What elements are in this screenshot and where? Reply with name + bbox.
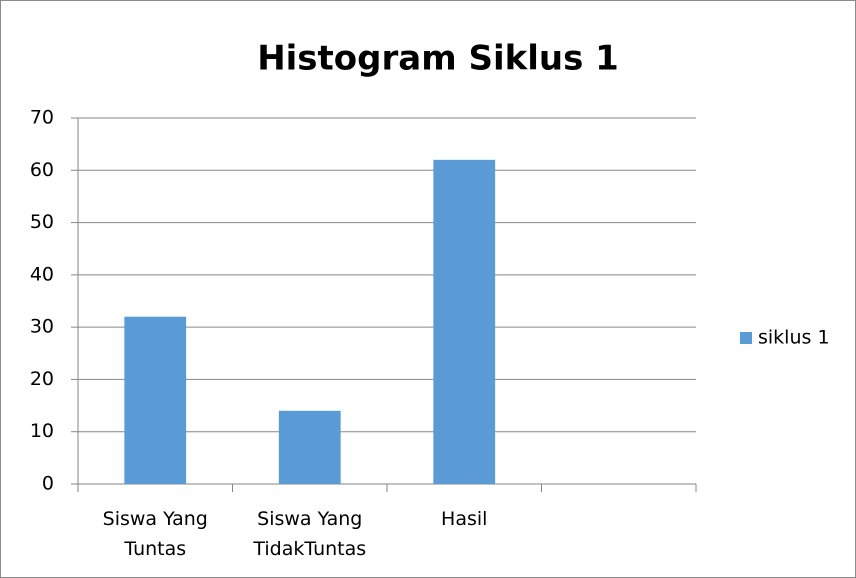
y-tick-label: 20 [30, 368, 54, 390]
y-tick-label: 70 [30, 107, 54, 129]
y-tick-label: 0 [42, 473, 54, 495]
legend-label: siklus 1 [758, 327, 830, 349]
y-tick-label: 60 [30, 159, 54, 181]
y-tick-label: 30 [30, 316, 54, 338]
bar [278, 410, 341, 484]
y-tick-label: 40 [30, 263, 54, 285]
legend-swatch [740, 332, 752, 344]
bar [124, 316, 187, 484]
x-tick-label: Siswa Yang TidakTuntas [253, 508, 367, 560]
y-tick-label: 50 [30, 211, 54, 233]
x-tick-label: Hasil [441, 508, 488, 530]
bar [433, 159, 496, 485]
chart-title: Histogram Siklus 1 [257, 39, 619, 79]
x-tick-label: Siswa Yang Tuntas [102, 508, 208, 560]
y-tick-label: 10 [30, 420, 54, 442]
